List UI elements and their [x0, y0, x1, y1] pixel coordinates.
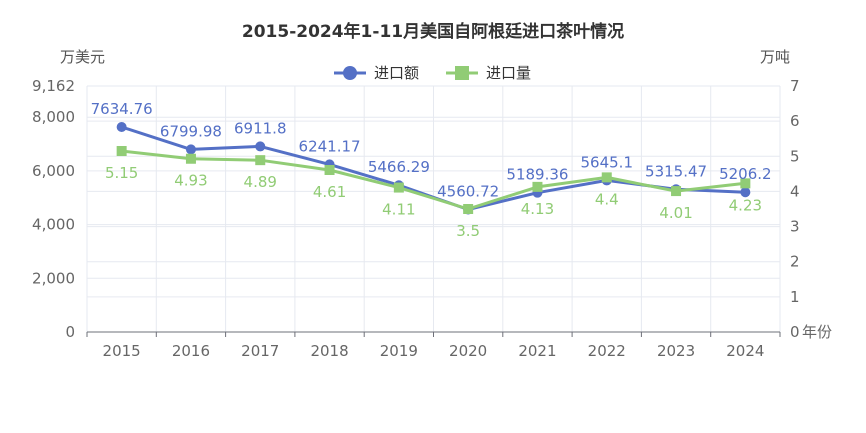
series-2-point [601, 172, 612, 183]
legend-marker-volume [455, 66, 469, 80]
series-2-point [255, 155, 266, 166]
series-1-point [740, 187, 751, 198]
x-tick-label: 2015 [103, 342, 141, 360]
series-2-point [324, 164, 335, 175]
data-label-amount: 5189.36 [506, 166, 568, 184]
axes: 0 2,000 4,000 6,000 8,000 9,162 0 1 2 3 4 5 6 7 年份 2015… [32, 77, 832, 360]
data-label-volume: 5.15 [105, 164, 138, 182]
series-2-point [393, 182, 404, 193]
x-tick-label: 2016 [172, 342, 210, 360]
series-2-point [116, 146, 127, 157]
data-label-volume: 4.01 [659, 204, 692, 222]
data-label-volume: 4.11 [382, 201, 415, 219]
series-2-point [463, 204, 474, 214]
data-label-volume: 4.93 [174, 172, 207, 190]
y-right-tick-label: 0 [790, 323, 800, 341]
data-label-amount: 5466.29 [368, 158, 430, 176]
data-label-volume: 4.13 [521, 200, 554, 218]
y-right-tick-label: 7 [790, 77, 800, 95]
data-label-amount: 4560.72 [437, 183, 499, 201]
x-axis-title: 年份 [802, 323, 832, 341]
legend-label-amount: 进口额 [374, 64, 419, 82]
series-1-point [255, 141, 266, 152]
series-2-point [740, 178, 751, 189]
data-label-amount: 6241.17 [299, 137, 361, 155]
legend-marker-amount [343, 66, 357, 80]
legend-label-volume: 进口量 [486, 64, 531, 82]
data-label-volume: 3.5 [456, 222, 480, 240]
data-label-volume: 4.4 [595, 190, 619, 208]
grid [86, 85, 781, 332]
series-1-point [116, 122, 127, 133]
series-2-point [532, 181, 543, 192]
data-label-amount: 7634.76 [91, 100, 153, 118]
y-left-tick-label: 0 [65, 323, 75, 341]
x-tick-label: 2022 [588, 342, 626, 360]
x-tick-label: 2019 [380, 342, 418, 360]
data-label-amount: 5315.47 [645, 162, 707, 180]
x-tick-label: 2024 [726, 342, 764, 360]
y-right-tick-label: 5 [790, 147, 800, 165]
series-line-2 [121, 149, 746, 211]
data-label-volume: 4.89 [244, 173, 277, 191]
y-right-tick-label: 4 [790, 182, 800, 200]
left-axis-unit: 万美元 [60, 48, 105, 66]
x-tick-label: 2021 [518, 342, 556, 360]
legend: 进口额 进口量 [334, 64, 531, 82]
x-tick-label: 2018 [310, 342, 348, 360]
y-left-tick-label: 6,000 [32, 162, 75, 180]
data-label-amount: 6799.98 [160, 122, 222, 140]
data-label-amount: 5645.1 [581, 153, 634, 171]
data-labels: 7634.76 6799.98 6911.8 6241.17 5466.29 4560.7… [91, 100, 772, 240]
series-1-point [185, 144, 196, 155]
data-label-amount: 6911.8 [234, 119, 287, 137]
chart-title: 2015-2024年1-11月美国自阿根廷进口茶叶情况 [242, 21, 624, 42]
y-left-tick-label: 9,162 [32, 77, 75, 95]
data-label-amount: 5206.2 [719, 165, 772, 183]
x-tick-label: 2020 [449, 342, 487, 360]
y-left-tick-label: 8,000 [32, 108, 75, 126]
data-label-volume: 4.23 [729, 196, 762, 214]
y-left-tick-label: 2,000 [32, 269, 75, 287]
series-2-point [671, 186, 682, 197]
y-right-tick-label: 1 [790, 288, 800, 306]
data-label-volume: 4.61 [313, 183, 346, 201]
y-right-tick-label: 6 [790, 112, 800, 130]
y-right-tick-label: 2 [790, 253, 800, 271]
right-axis-unit: 万吨 [760, 48, 790, 66]
series-2-point [185, 153, 196, 164]
series-layer [116, 122, 751, 215]
y-left-tick-label: 4,000 [32, 216, 75, 234]
x-tick-label: 2023 [657, 342, 695, 360]
x-tick-label: 2017 [241, 342, 279, 360]
y-right-tick-label: 3 [790, 218, 800, 236]
